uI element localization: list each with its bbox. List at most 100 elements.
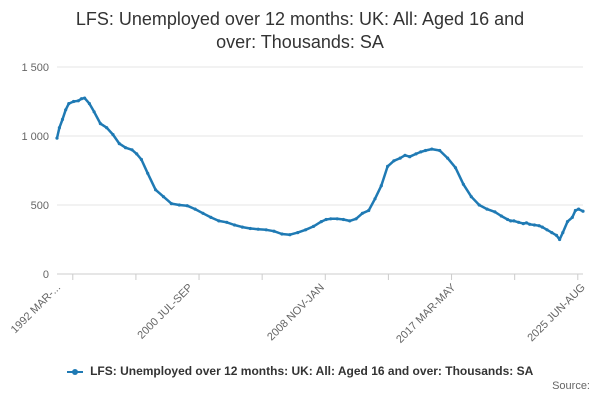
x-tick-label: 2017 MAR-MAY [394, 281, 459, 346]
data-point[interactable] [521, 222, 525, 226]
data-point[interactable] [130, 148, 134, 152]
data-point[interactable] [98, 122, 102, 126]
y-tick-label: 1 500 [21, 62, 49, 74]
data-point[interactable] [517, 220, 521, 224]
data-point[interactable] [386, 164, 390, 168]
data-point[interactable] [146, 171, 150, 175]
data-point[interactable] [446, 156, 450, 160]
data-point[interactable] [67, 102, 71, 106]
data-point[interactable] [72, 99, 76, 104]
data-point[interactable] [398, 156, 402, 160]
data-point[interactable] [392, 159, 396, 163]
data-point[interactable] [408, 155, 412, 159]
data-point[interactable] [403, 153, 407, 157]
data-point[interactable] [135, 152, 139, 156]
grid-lines [57, 66, 583, 206]
x-axis [57, 273, 583, 280]
data-point[interactable] [506, 217, 510, 222]
data-point[interactable] [461, 182, 465, 186]
data-point[interactable] [532, 223, 537, 227]
x-tick-label: 2008 NOV-JAN [265, 282, 327, 344]
data-point[interactable] [493, 210, 497, 214]
data-point[interactable] [354, 217, 358, 221]
data-point[interactable] [453, 166, 458, 170]
data-point[interactable] [105, 126, 109, 130]
data-point[interactable] [92, 110, 96, 114]
data-point[interactable] [477, 203, 481, 207]
data-point[interactable] [537, 224, 541, 228]
data-point[interactable] [554, 233, 559, 237]
data-point[interactable] [367, 208, 371, 213]
legend[interactable]: LFS: Unemployed over 12 months: UK: All:… [0, 364, 600, 378]
data-point[interactable] [264, 228, 268, 232]
data-point[interactable] [512, 219, 516, 223]
data-point[interactable] [83, 96, 87, 100]
data-point[interactable] [232, 223, 237, 227]
data-point[interactable] [469, 195, 473, 199]
data-point[interactable] [419, 150, 423, 154]
data-point[interactable] [550, 231, 554, 235]
data-point[interactable] [296, 231, 300, 235]
data-point[interactable] [169, 202, 173, 206]
data-point[interactable] [64, 108, 68, 112]
data-point[interactable] [256, 227, 260, 231]
data-point[interactable] [57, 126, 62, 130]
data-point[interactable] [438, 148, 442, 153]
data-point[interactable] [499, 214, 503, 218]
data-point[interactable] [565, 220, 570, 224]
data-point[interactable] [79, 97, 84, 101]
data-point[interactable] [117, 142, 121, 146]
data-point[interactable] [209, 215, 213, 219]
data-point[interactable] [329, 217, 333, 221]
data-point[interactable] [581, 209, 585, 213]
data-point[interactable] [124, 146, 128, 150]
data-point[interactable] [311, 224, 316, 228]
series-line [55, 96, 585, 241]
data-point[interactable] [324, 217, 328, 222]
data-point[interactable] [573, 208, 578, 213]
data-point[interactable] [201, 211, 205, 215]
data-point[interactable] [319, 220, 323, 224]
data-point[interactable] [217, 219, 221, 223]
data-point[interactable] [430, 147, 434, 151]
data-point[interactable] [545, 228, 549, 232]
data-point[interactable] [540, 225, 544, 229]
data-point[interactable] [139, 157, 143, 162]
data-point[interactable] [485, 207, 489, 211]
data-point[interactable] [373, 197, 377, 201]
data-point[interactable] [570, 215, 574, 219]
data-point[interactable] [225, 220, 229, 224]
data-point[interactable] [87, 102, 91, 106]
data-point[interactable] [177, 203, 181, 207]
data-point[interactable] [111, 133, 115, 137]
data-point[interactable] [272, 229, 276, 233]
data-point[interactable] [240, 225, 244, 229]
data-point[interactable] [304, 228, 308, 232]
data-point[interactable] [561, 231, 565, 235]
data-point[interactable] [379, 184, 383, 188]
data-point[interactable] [524, 221, 529, 225]
data-point[interactable] [360, 211, 364, 215]
data-point[interactable] [509, 219, 513, 223]
data-point[interactable] [288, 233, 292, 237]
y-axis-tick-labels: 0 500 1 000 1 500 [21, 62, 49, 281]
data-point[interactable] [528, 222, 532, 226]
data-point[interactable] [423, 148, 428, 153]
chart-title-line-1: LFS: Unemployed over 12 months: UK: All:… [75, 9, 525, 29]
data-point[interactable] [55, 136, 59, 140]
data-point[interactable] [414, 152, 418, 156]
data-point[interactable] [193, 207, 197, 211]
data-point[interactable] [185, 204, 189, 208]
data-point[interactable] [154, 188, 158, 192]
data-point[interactable] [280, 232, 284, 236]
data-point[interactable] [577, 207, 581, 211]
data-point[interactable] [335, 217, 339, 221]
data-point[interactable] [60, 117, 65, 121]
data-point[interactable] [558, 237, 562, 242]
data-point[interactable] [76, 99, 80, 103]
data-point[interactable] [248, 226, 252, 231]
data-point[interactable] [341, 217, 345, 222]
data-point[interactable] [161, 195, 166, 199]
data-point[interactable] [348, 219, 352, 223]
